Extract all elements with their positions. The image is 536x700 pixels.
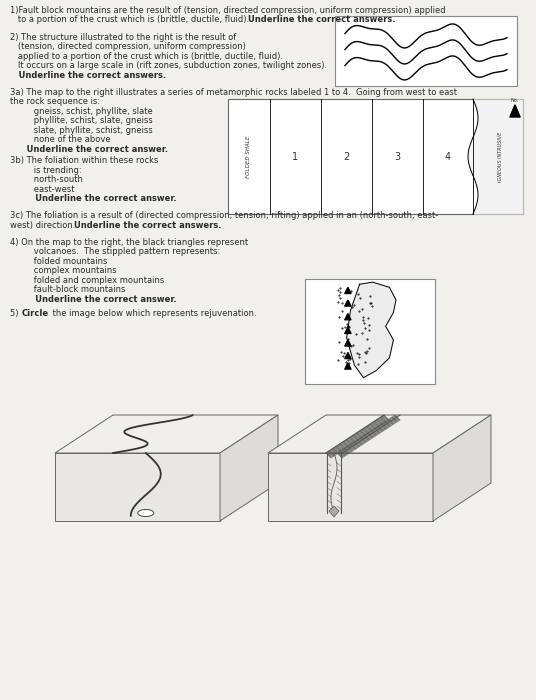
Text: Underline the correct answer.: Underline the correct answer. (18, 295, 177, 304)
Text: 3b) The foliation within these rocks: 3b) The foliation within these rocks (10, 156, 158, 165)
Polygon shape (345, 314, 351, 320)
Text: Underline the correct answers.: Underline the correct answers. (74, 220, 221, 230)
Bar (228, 99, 523, 214)
Text: none of the above: none of the above (18, 135, 110, 144)
Text: Underline the correct answer.: Underline the correct answer. (18, 145, 168, 154)
Polygon shape (345, 353, 351, 358)
Text: (tension, directed compression, uniform compression): (tension, directed compression, uniform … (10, 42, 246, 51)
Text: 4) On the map to the right, the black triangles represent: 4) On the map to the right, the black tr… (10, 238, 248, 247)
Polygon shape (268, 415, 491, 453)
Text: is trending:: is trending: (18, 166, 81, 174)
Text: north-south: north-south (18, 175, 83, 184)
Polygon shape (345, 340, 351, 346)
Polygon shape (220, 415, 278, 521)
Text: Underline the correct answers.: Underline the correct answers. (10, 71, 166, 80)
Polygon shape (55, 415, 278, 453)
Text: gneiss, schist, phyllite, slate: gneiss, schist, phyllite, slate (18, 106, 153, 116)
Bar (335, 16, 517, 86)
Text: FOLDED SHALE: FOLDED SHALE (247, 135, 251, 178)
Text: the image below which represents rejuvenation.: the image below which represents rejuven… (50, 309, 257, 318)
Text: No.: No. (511, 98, 519, 103)
Text: folded mountains: folded mountains (18, 257, 107, 266)
Polygon shape (433, 415, 491, 521)
Text: 1)Fault block mountains are the result of (tension, directed compression, unifor: 1)Fault block mountains are the result o… (10, 6, 445, 15)
Text: Underline the correct answers.: Underline the correct answers. (248, 15, 396, 24)
Polygon shape (345, 363, 351, 369)
Bar (305, 279, 435, 384)
Text: 3: 3 (394, 151, 400, 162)
Text: fault-block mountains: fault-block mountains (18, 286, 125, 294)
Text: slate, phyllite, schist, gneiss: slate, phyllite, schist, gneiss (18, 126, 153, 134)
Text: phyllite, schist, slate, gneiss: phyllite, schist, slate, gneiss (18, 116, 153, 125)
Text: 3a) The map to the right illustrates a series of metamorphic rocks labeled 1 to : 3a) The map to the right illustrates a s… (10, 88, 457, 97)
Polygon shape (268, 453, 433, 521)
Polygon shape (55, 453, 220, 521)
Polygon shape (510, 105, 520, 117)
Text: 2) The structure illustrated to the right is the result of: 2) The structure illustrated to the righ… (10, 33, 236, 41)
Text: 4: 4 (445, 151, 451, 162)
Text: the rock sequence is:: the rock sequence is: (10, 97, 100, 106)
Text: Underline the correct answer.: Underline the correct answer. (18, 194, 177, 203)
Text: west) direction.: west) direction. (10, 220, 80, 230)
Text: It occurs on a large scale in (rift zones, subduction zones, twilight zones).: It occurs on a large scale in (rift zone… (10, 61, 327, 70)
Text: east-west: east-west (18, 185, 75, 194)
Text: folded and complex mountains: folded and complex mountains (18, 276, 164, 285)
Text: applied to a portion of the crust which is (brittle, ductile, fluid).: applied to a portion of the crust which … (10, 52, 283, 61)
Text: to a portion of the crust which is (brittle, ductile, fluid).: to a portion of the crust which is (brit… (10, 15, 255, 24)
Text: IGNEOUS INTRUSIVE: IGNEOUS INTRUSIVE (497, 132, 503, 182)
Ellipse shape (138, 510, 154, 517)
Text: 3c) The foliation is a result of (directed compression, tension, rifting) applie: 3c) The foliation is a result of (direct… (10, 211, 438, 220)
Text: 2: 2 (344, 151, 349, 162)
Polygon shape (345, 300, 351, 306)
Text: Circle: Circle (22, 309, 49, 318)
Polygon shape (347, 282, 396, 378)
Polygon shape (345, 328, 351, 333)
Polygon shape (329, 506, 339, 517)
Polygon shape (345, 288, 351, 293)
Text: 5): 5) (10, 309, 21, 318)
Text: complex mountains: complex mountains (18, 266, 117, 275)
Text: volcanoes.  The stippled pattern represents:: volcanoes. The stippled pattern represen… (18, 247, 220, 256)
Text: 1: 1 (293, 151, 299, 162)
